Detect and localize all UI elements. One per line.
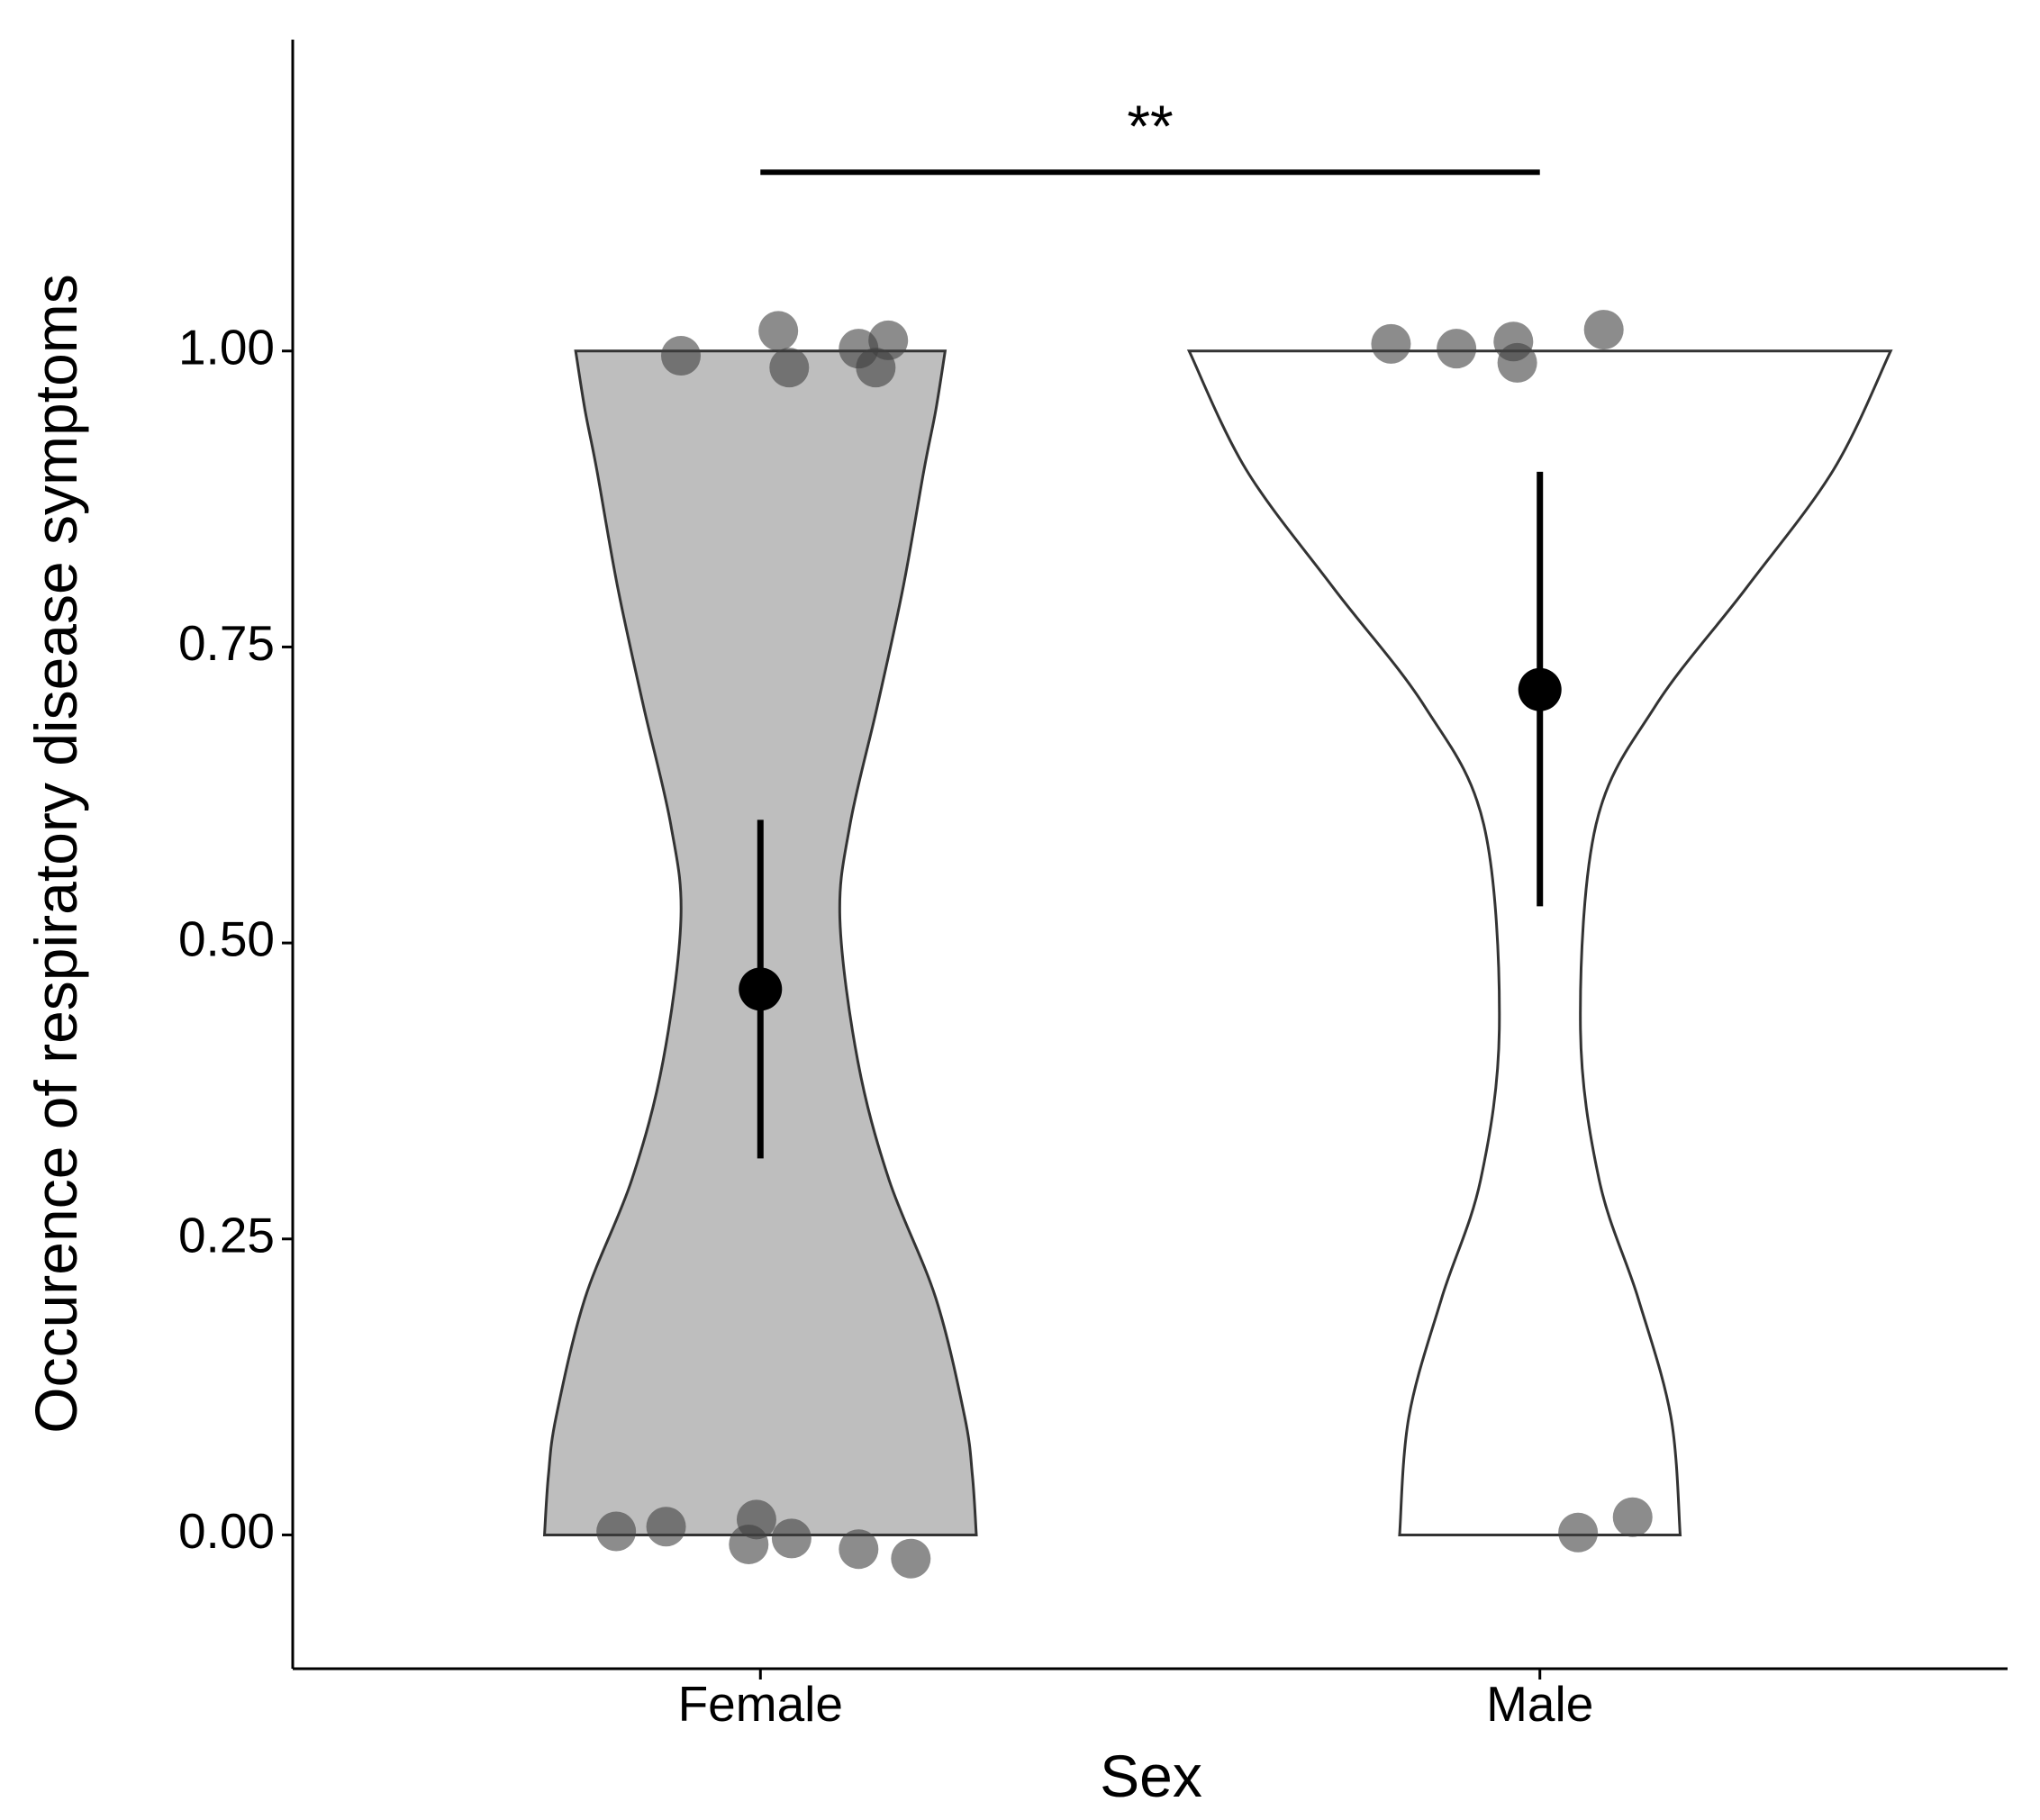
data-point (856, 348, 896, 388)
mean-point (1518, 667, 1562, 711)
x-tick-label: Male (1486, 1676, 1593, 1732)
data-point (729, 1524, 769, 1564)
y-tick-label: 0.00 (178, 1503, 275, 1559)
data-point (758, 311, 799, 351)
y-tick-label: 0.50 (178, 911, 275, 967)
mean-point (739, 967, 783, 1011)
data-point (769, 348, 810, 388)
y-tick-label: 0.75 (178, 615, 275, 671)
violin (1186, 349, 1893, 1536)
y-axis-title: Occurence of respiratory disease symptom… (23, 274, 89, 1433)
data-point (596, 1511, 637, 1552)
x-axis-title: Sex (1100, 1743, 1202, 1809)
data-point (660, 336, 701, 376)
y-tick-label: 1.00 (178, 319, 275, 375)
significance-label: ** (1127, 93, 1173, 159)
data-point (839, 1529, 879, 1570)
data-point (1371, 323, 1411, 364)
data-point (1497, 342, 1537, 383)
x-tick-label: Female (678, 1676, 843, 1732)
data-point (1583, 310, 1624, 350)
data-point (771, 1518, 811, 1559)
data-point (891, 1538, 931, 1579)
data-point (1437, 329, 1477, 369)
data-point (1612, 1497, 1653, 1537)
y-tick-label: 0.25 (178, 1207, 275, 1263)
data-point (646, 1507, 686, 1547)
data-point (1558, 1512, 1599, 1553)
